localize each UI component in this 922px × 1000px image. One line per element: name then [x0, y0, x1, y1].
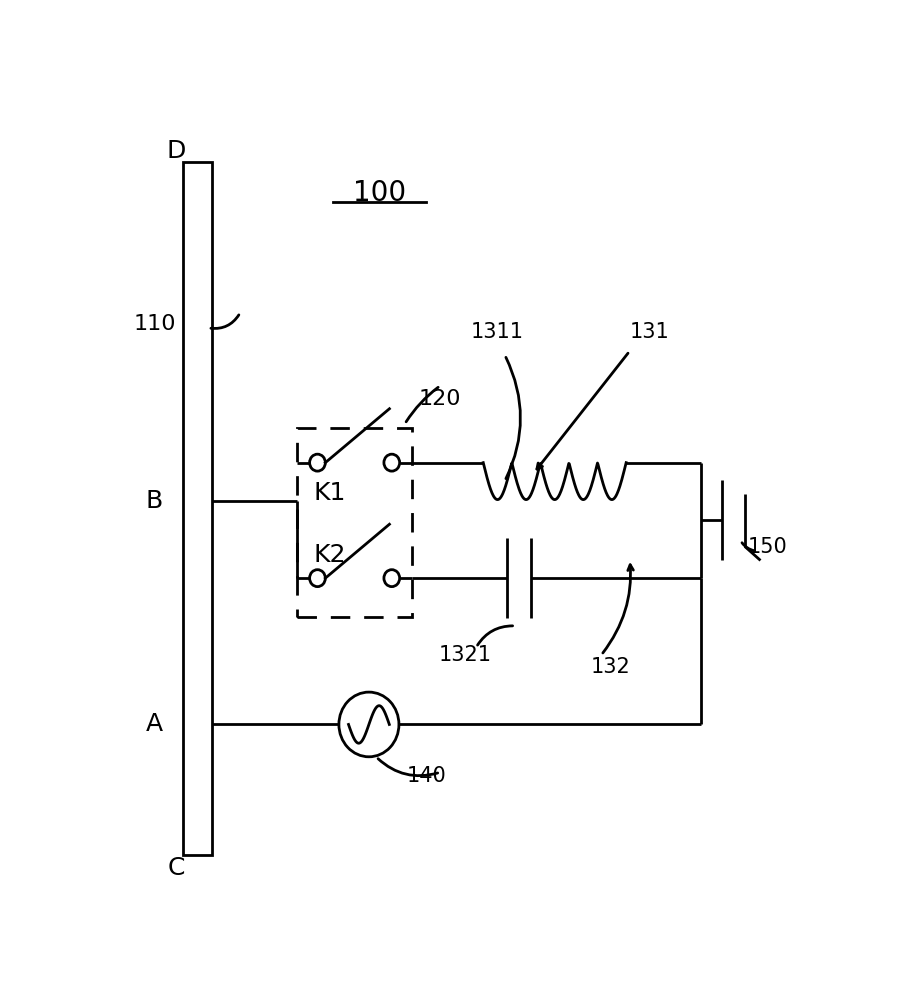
Text: 131: 131: [630, 322, 669, 342]
Text: A: A: [146, 712, 163, 736]
Text: 1321: 1321: [439, 645, 491, 665]
Text: 110: 110: [133, 314, 175, 334]
Text: K2: K2: [313, 543, 346, 567]
Text: C: C: [167, 856, 184, 880]
Text: 1311: 1311: [471, 322, 524, 342]
Text: B: B: [146, 489, 163, 513]
Text: 132: 132: [590, 657, 630, 677]
Bar: [298, 428, 412, 617]
Text: K1: K1: [313, 481, 346, 505]
Text: 100: 100: [353, 179, 407, 207]
Text: D: D: [166, 139, 185, 163]
Bar: [183, 162, 212, 855]
Text: 140: 140: [407, 766, 446, 786]
Text: 120: 120: [419, 389, 461, 409]
Text: 150: 150: [748, 537, 787, 557]
